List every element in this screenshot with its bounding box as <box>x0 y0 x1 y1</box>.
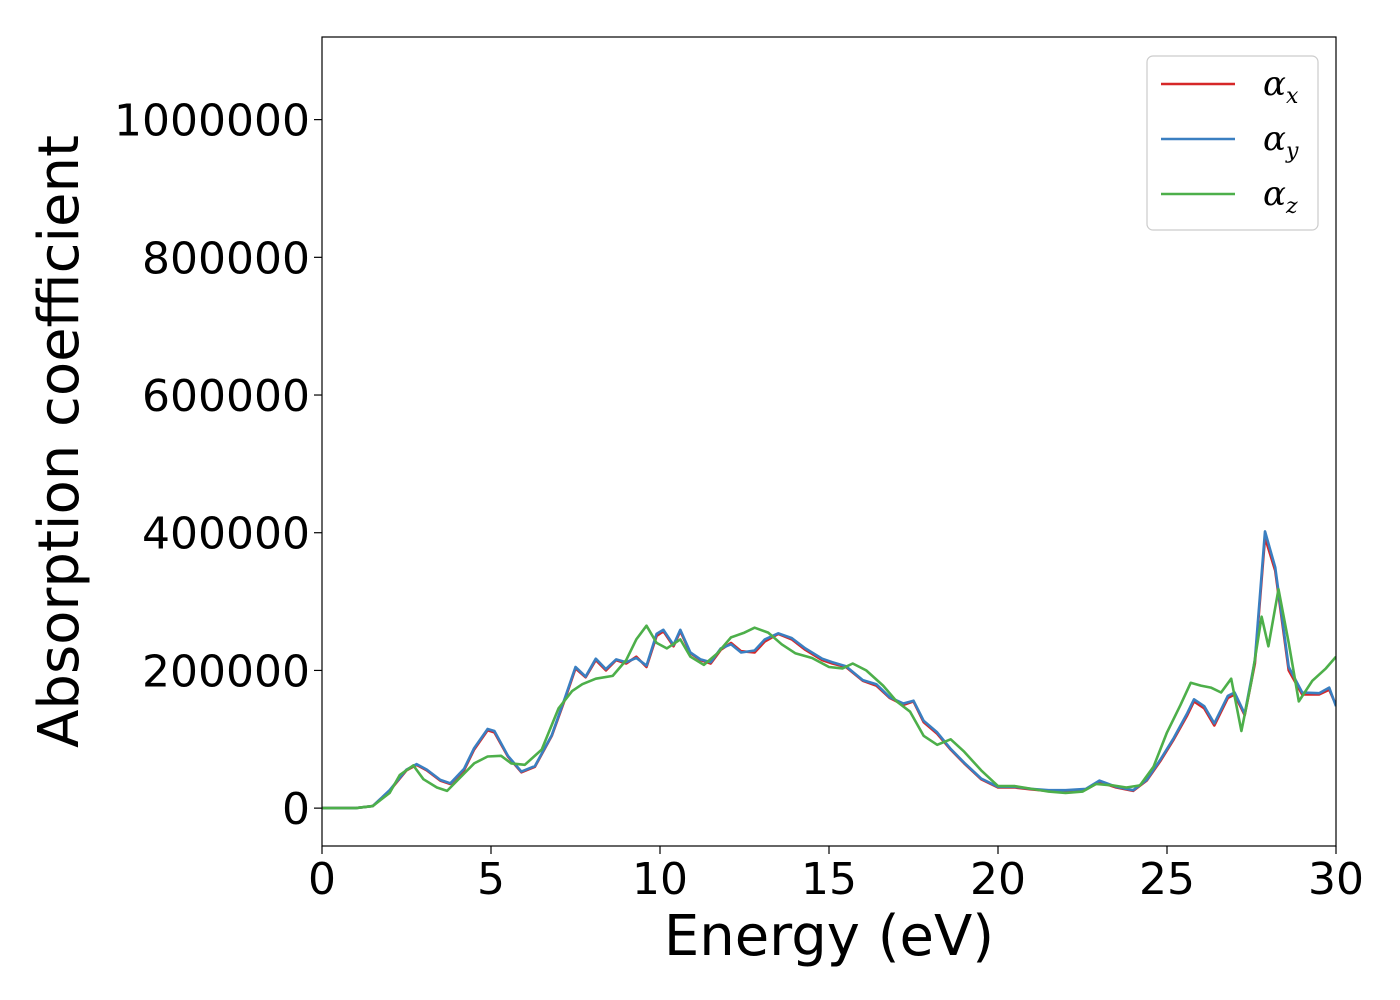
x-tick-label: 0 <box>308 854 336 905</box>
series-layer <box>322 530 1336 810</box>
x-tick-label: 25 <box>1139 854 1195 905</box>
legend-box <box>1146 55 1319 231</box>
y-axis-label: Absorption coefficient <box>27 135 92 748</box>
x-axis-label: Energy (eV) <box>664 904 994 969</box>
y-tick-label: 600000 <box>142 371 310 422</box>
y-tick-label: 200000 <box>142 646 310 697</box>
y-tick-label: 400000 <box>142 509 310 560</box>
y-tick-label: 0 <box>282 784 310 835</box>
legend-label: αz <box>1263 174 1298 219</box>
series-line-αz <box>322 587 1336 810</box>
y-tick-label: 800000 <box>142 233 310 284</box>
legend-label: αx <box>1263 64 1299 109</box>
y-axis-ticks: 0 200000 400000 600000 800000 1000000 <box>114 96 322 835</box>
x-tick-label: 20 <box>970 854 1026 905</box>
x-tick-label: 10 <box>632 854 688 905</box>
legend: αx αy αz <box>1146 55 1319 231</box>
series-line-αy <box>322 530 1336 810</box>
x-tick-label: 5 <box>477 854 505 905</box>
legend-label: αy <box>1263 119 1299 164</box>
y-tick-label: 1000000 <box>114 96 310 147</box>
x-tick-label: 30 <box>1308 854 1364 905</box>
x-tick-label: 15 <box>801 854 857 905</box>
x-axis-ticks: 0 5 10 15 20 25 30 <box>308 846 1364 905</box>
